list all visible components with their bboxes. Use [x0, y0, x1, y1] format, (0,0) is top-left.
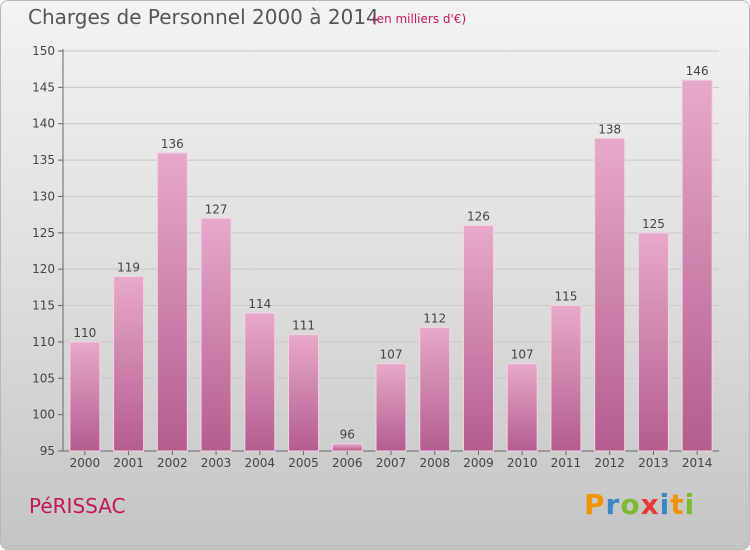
value-label: 146 [686, 64, 709, 78]
logo-letter: o [620, 488, 641, 521]
chart-subtitle: (en milliers d'€) [372, 12, 467, 26]
x-tick-label: 2001 [113, 456, 144, 470]
x-tick-label: 2011 [551, 456, 582, 470]
x-tick-label: 2004 [245, 456, 276, 470]
bar-2010 [506, 363, 538, 452]
chart-title: Charges de Personnel 2000 à 2014 [28, 5, 379, 29]
bar-2003 [200, 217, 232, 452]
bar-2001 [113, 275, 145, 452]
x-axis-labels: 2000 2001 2002 2003 2004 2005 2006 2007 2008 2009… [70, 451, 713, 470]
place-name: PéRISSAC [29, 494, 126, 518]
bar-2002 [156, 152, 188, 452]
y-tick-label: 95 [40, 444, 55, 458]
value-label: 125 [642, 217, 665, 231]
y-tick-label: 135 [32, 153, 55, 167]
value-label: 107 [380, 348, 403, 362]
x-tick-label: 2006 [332, 456, 363, 470]
bar-2014 [681, 79, 713, 452]
y-tick-label: 100 [32, 408, 55, 422]
value-label: 127 [205, 202, 228, 216]
y-tick-label: 105 [32, 371, 55, 385]
logo-letter: i [659, 488, 671, 521]
bar-2011 [550, 305, 582, 452]
y-tick-label: 115 [32, 299, 55, 313]
logo-letter: P [584, 488, 606, 521]
bar-2009 [462, 225, 494, 452]
y-tick-label: 120 [32, 262, 55, 276]
y-tick-label: 130 [32, 189, 55, 203]
y-tick-label: 150 [32, 44, 55, 58]
x-tick-label: 2009 [463, 456, 494, 470]
x-tick-label: 2002 [157, 456, 188, 470]
value-label: 114 [248, 297, 271, 311]
x-tick-label: 2012 [594, 456, 625, 470]
logo-letter: t [670, 488, 685, 521]
value-label: 96 [340, 428, 355, 442]
value-label: 112 [423, 311, 446, 325]
bar-2005 [288, 334, 320, 452]
value-label: 136 [161, 137, 184, 151]
y-tick-label: 140 [32, 117, 55, 131]
value-label: 115 [554, 290, 577, 304]
bar-2006 [331, 443, 363, 452]
bar-2012 [594, 137, 626, 452]
value-labels: 110 119 136 127 114 111 96 107 112 126 107 115 138 12… [73, 64, 708, 442]
value-label: 111 [292, 319, 315, 333]
y-tick-label: 110 [32, 335, 55, 349]
value-label: 119 [117, 260, 140, 274]
x-tick-label: 2007 [376, 456, 407, 470]
value-label: 107 [511, 348, 534, 362]
proxiti-logo: Proxiti [584, 488, 695, 521]
logo-letter: i [684, 488, 696, 521]
x-tick-label: 2014 [682, 456, 713, 470]
value-label: 126 [467, 210, 490, 224]
x-tick-label: 2000 [70, 456, 101, 470]
x-tick-label: 2008 [419, 456, 450, 470]
value-label: 110 [73, 326, 96, 340]
bar-2000 [69, 341, 101, 452]
bars [69, 79, 713, 452]
x-tick-label: 2013 [638, 456, 669, 470]
bar-2004 [244, 312, 276, 452]
x-tick-label: 2005 [288, 456, 319, 470]
x-tick-label: 2010 [507, 456, 538, 470]
logo-letter: r [605, 488, 621, 521]
bar-2013 [637, 232, 669, 452]
value-label: 138 [598, 122, 621, 136]
bar-2008 [419, 326, 451, 452]
bar-2007 [375, 363, 407, 452]
y-tick-label: 145 [32, 80, 55, 94]
logo-letter: x [640, 488, 660, 521]
x-tick-label: 2003 [201, 456, 232, 470]
y-tick-label: 125 [32, 226, 55, 240]
